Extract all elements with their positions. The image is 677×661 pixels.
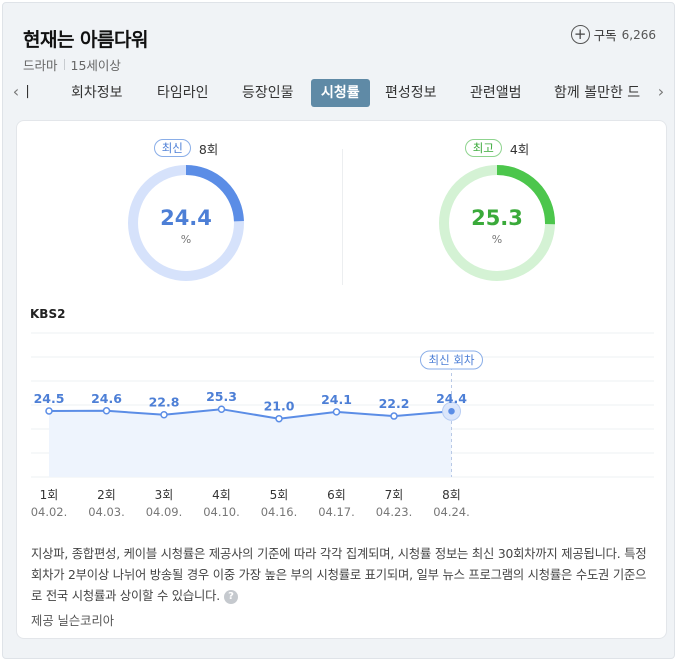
data-label-5: 21.0 [264,399,295,414]
x-date-label-3: 04.09. [146,505,183,519]
tab-0[interactable]: 기 [27,79,30,107]
meta-divider [63,59,65,70]
best-rating-unit: % [492,233,502,246]
data-label-7: 22.2 [379,396,410,411]
data-label-3: 22.8 [149,395,180,410]
x-date-label-7: 04.23. [376,505,413,519]
best-gauge-ring: 25.3 % [439,165,555,281]
x-tick-label-8: 8회 [442,488,461,502]
latest-episode: 8회 [198,141,219,157]
x-tick-label-1: 1회 [40,488,59,502]
tab-5[interactable]: 편성정보 [385,85,437,101]
tab-2[interactable]: 타임라인 [157,85,209,101]
latest-rating-unit: % [181,233,191,246]
x-tick-label-4: 4회 [212,488,231,502]
rating-line [48,408,452,420]
latest-badge: 최신 [153,139,191,157]
subscriber-count: 6,266 [621,27,656,42]
latest-rating-value: 24.4 [160,206,212,230]
data-label-8: 24.4 [436,391,467,406]
subscribe-label: 구독 [593,28,617,43]
x-date-label-4: 04.10. [203,505,240,519]
data-point-7 [390,412,398,420]
x-tick-label-3: 3회 [155,488,174,502]
data-source: 제공 닐슨코리아 [31,614,115,628]
latest-gauge-ring: 24.4 % [128,165,244,281]
x-date-label-8: 04.24. [433,505,470,519]
best-rating-value: 25.3 [471,206,523,230]
x-tick-label-2: 2회 [97,488,116,502]
tab-7[interactable]: 함께 볼만한 드 [554,85,641,101]
age-rating-label: 15세이상 [70,58,121,73]
data-point-4 [217,405,226,413]
data-label-1: 24.5 [34,391,65,406]
best-rating-gauge: 최고 4회 25.3 % [422,137,572,282]
data-point-1 [45,407,53,415]
rating-line-chart: 24.5 1회 04.02. 24.6 2회 04.03. 22.8 3회 04.09. 25.3… [31,332,654,519]
network-label: KBS2 [30,307,66,321]
tab-list: 기 회차정보 타임라인 등장인물 시청률 편성정보 관련앨범 함께 볼만한 드 [27,79,647,107]
x-date-label-1: 04.02. [31,505,68,519]
plus-icon: + [570,25,590,44]
best-episode: 4회 [509,141,530,157]
best-badge: 최고 [464,139,502,157]
tab-bar: ‹ 기 회차정보 타임라인 등장인물 시청률 편성정보 관련앨범 함께 볼만한 드 › [3,79,676,107]
x-tick-label-7: 7회 [385,488,404,502]
tab-3[interactable]: 등장인물 [242,85,294,101]
data-label-6: 24.1 [321,392,352,407]
data-point-8 [448,407,455,415]
rating-card: 최신 8회 24.4 % 최고 4회 25.3 % KBS2 [16,120,667,639]
data-point-6 [332,408,341,416]
tab-4[interactable]: 시청률 [311,79,370,107]
x-date-label-2: 04.03. [88,505,125,519]
latest-episode-badge-text: 최신 회차 [429,353,475,367]
rating-area-fill [49,409,452,477]
x-tick-label-6: 6회 [327,488,346,502]
data-point-2 [102,407,111,415]
chevron-right-icon[interactable]: › [657,82,665,101]
help-icon[interactable]: ? [223,589,238,604]
latest-episode-badge [420,350,483,370]
x-date-label-5: 04.16. [261,505,298,519]
data-label-2: 24.6 [91,391,122,406]
program-meta: 드라마 15세이상 [23,55,121,74]
rating-notice-text: 지상파, 종합편성, 케이블 시청률은 제공사의 기준에 따라 각각 집계되며,… [31,547,647,603]
tab-6[interactable]: 관련앨범 [470,85,522,101]
rating-notice: 지상파, 종합편성, 케이블 시청률은 제공사의 기준에 따라 각각 집계되며,… [31,544,656,607]
gauge-divider [342,149,343,285]
subscribe-button[interactable]: + 구독 6,266 [570,25,656,44]
data-point-3 [160,410,168,419]
x-date-label-6: 04.17. [318,505,355,519]
genre-label: 드라마 [23,58,58,73]
program-title: 현재는 아름다워 [23,29,148,51]
x-tick-label-5: 5회 [270,488,289,502]
chevron-left-icon[interactable]: ‹ [12,82,20,101]
tab-1[interactable]: 회차정보 [71,85,123,101]
data-label-4: 25.3 [206,389,237,404]
latest-rating-gauge: 최신 8회 24.4 % [111,137,261,282]
data-point-5 [275,414,283,423]
